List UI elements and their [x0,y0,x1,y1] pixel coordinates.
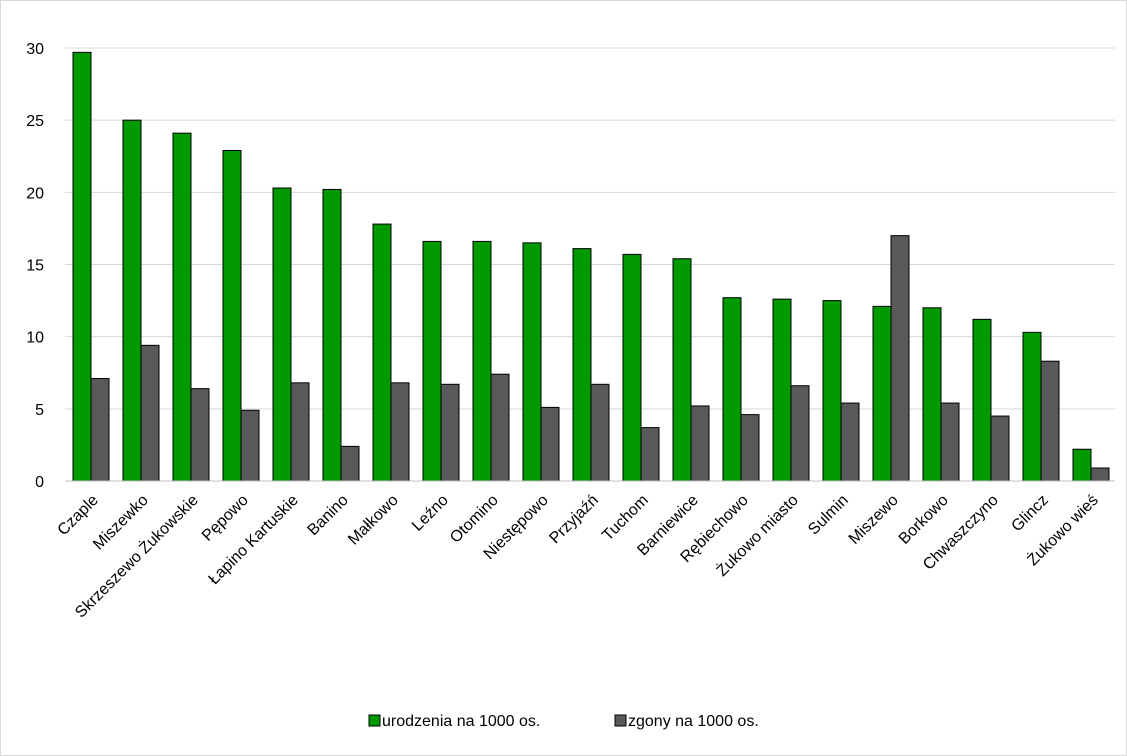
bar-urodzenia [472,240,492,482]
x-tick-label: Banino [305,492,352,539]
bar-urodzenia [1072,448,1092,482]
bar-zgony [190,388,210,482]
bar-urodzenia [72,51,92,482]
bar-zgony [740,414,760,482]
bar-zgony [440,383,460,482]
bar-zgony [490,373,510,482]
bar-urodzenia [772,298,792,482]
y-tick-label: 15 [26,258,44,275]
x-tick-label: Małkowo [345,492,402,549]
bar-zgony [240,409,260,482]
y-tick-label: 25 [26,113,44,130]
bar-urodzenia [522,242,542,482]
bar-zgony [690,405,710,482]
x-tick-label: Sulmin [805,492,852,539]
bar-zgony [590,383,610,482]
x-tick-label: Miszewo [846,492,902,548]
bar-urodzenia [672,258,692,482]
y-tick-label: 10 [26,330,44,347]
bar-zgony [140,344,160,482]
bar-urodzenia [722,297,742,482]
bar-urodzenia [872,305,892,482]
x-tick-label: Czaple [55,492,102,539]
x-tick-label: Żukowo miasto [712,490,802,580]
bar-urodzenia [572,248,592,482]
bar-zgony [640,427,660,482]
bar-urodzenia [372,223,392,482]
bar-urodzenia [822,300,842,482]
x-tick-label: Leźno [409,492,452,535]
y-tick-label: 20 [26,185,44,202]
bar-zgony [790,385,810,482]
bar-urodzenia [422,240,442,482]
bar-urodzenia [122,119,142,482]
bar-zgony [540,406,560,482]
bar-urodzenia [922,307,942,482]
bar-zgony [290,382,310,482]
bar-zgony [990,415,1010,482]
bar-zgony [1040,360,1060,482]
legend-swatch [368,714,381,727]
legend-label: zgony na 1000 os. [628,713,759,730]
legend-swatch [614,714,627,727]
y-tick-label: 5 [35,402,44,419]
bar-zgony [390,382,410,482]
bar-urodzenia [272,187,292,482]
legend-label: urodzenia na 1000 os. [382,713,540,730]
bar-urodzenia [1022,331,1042,482]
x-tick-label: Łapino Kartuskie [206,492,302,588]
bar-zgony [90,378,110,482]
bar-zgony [1090,467,1110,482]
bar-zgony [890,235,910,482]
y-tick-label: 30 [26,41,44,58]
bar-urodzenia [322,188,342,482]
bar-urodzenia [622,253,642,482]
bar-urodzenia [972,318,992,482]
bar-zgony [940,402,960,482]
x-tick-label: Glincz [1008,492,1051,535]
bar-zgony [840,402,860,482]
bar-urodzenia [172,132,192,482]
bar-urodzenia [222,149,242,482]
y-tick-label: 0 [35,474,44,491]
x-tick-label: Przyjaźń [546,492,601,547]
bar-zgony [340,445,360,482]
